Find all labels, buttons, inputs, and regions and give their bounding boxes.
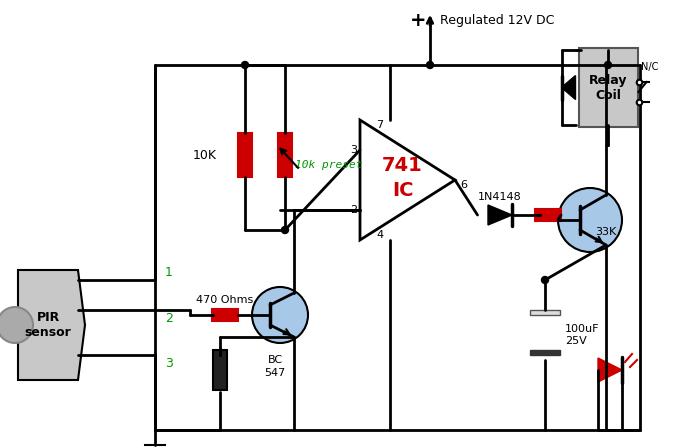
Circle shape (542, 276, 549, 284)
Bar (238, 133, 252, 177)
Polygon shape (598, 358, 622, 382)
Text: 10k preset: 10k preset (295, 160, 363, 170)
Circle shape (0, 307, 33, 343)
Polygon shape (18, 270, 85, 380)
Bar (535, 209, 561, 221)
Text: 547: 547 (265, 368, 286, 378)
Text: 7: 7 (377, 120, 384, 130)
Text: 3: 3 (350, 145, 357, 155)
Text: BC: BC (267, 355, 283, 365)
Text: 6: 6 (460, 180, 467, 190)
Bar (530, 310, 560, 315)
Text: Regulated 12V DC: Regulated 12V DC (440, 13, 554, 26)
Text: 470 Ohms: 470 Ohms (197, 295, 253, 305)
Text: 1: 1 (165, 266, 173, 279)
Circle shape (603, 61, 610, 69)
Bar (213, 350, 227, 390)
Circle shape (281, 227, 288, 233)
Text: 741: 741 (382, 155, 423, 175)
Text: 4: 4 (377, 230, 384, 240)
Text: 2: 2 (350, 205, 357, 215)
Text: Relay
Coil: Relay Coil (589, 73, 627, 102)
Text: 1N4148: 1N4148 (478, 192, 522, 202)
Circle shape (252, 287, 308, 343)
Text: 100uF
25V: 100uF 25V (565, 324, 599, 346)
Polygon shape (561, 76, 575, 99)
Circle shape (241, 61, 248, 69)
Text: 3: 3 (165, 357, 173, 370)
Circle shape (558, 188, 622, 252)
Circle shape (605, 61, 612, 69)
Text: 2: 2 (165, 311, 173, 324)
Text: 33K: 33K (595, 227, 616, 237)
Bar (530, 350, 560, 355)
Circle shape (426, 61, 433, 69)
FancyBboxPatch shape (578, 48, 638, 127)
Text: 10K: 10K (193, 148, 217, 161)
Text: IC: IC (392, 181, 413, 199)
Bar (212, 309, 238, 321)
Text: PIR
sensor: PIR sensor (25, 311, 71, 339)
Bar (278, 133, 292, 177)
Text: +: + (410, 10, 426, 30)
Polygon shape (488, 205, 512, 225)
Text: N/C: N/C (640, 62, 658, 72)
